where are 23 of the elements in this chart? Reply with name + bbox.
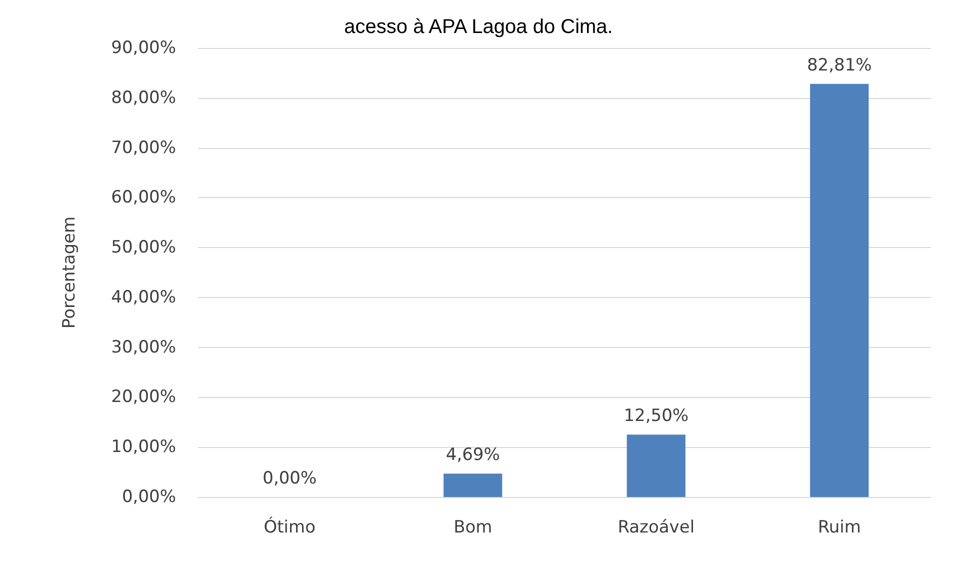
bar [444, 474, 502, 497]
y-tick-label: 20,00% [111, 387, 176, 408]
y-tick-label: 0,00% [122, 487, 176, 507]
data-label: 4,69% [446, 445, 500, 466]
y-tick-label: 10,00% [111, 437, 176, 458]
bar [810, 84, 869, 497]
x-tick-label: Razoável [618, 518, 695, 538]
data-label: 12,50% [624, 406, 689, 426]
y-tick-label: 60,00% [111, 188, 176, 208]
bar [626, 434, 686, 497]
x-tick-label: Bom [454, 518, 492, 538]
data-label: 0,00% [262, 468, 317, 488]
y-tick-label: 80,00% [111, 88, 176, 108]
x-tick-label: Ótimo [264, 516, 316, 538]
chart-title: acesso à APA Lagoa do Cima. [344, 16, 613, 38]
y-tick-label: 40,00% [111, 287, 176, 308]
y-tick-label: 90,00% [111, 38, 176, 58]
y-tick-label: 70,00% [111, 138, 176, 158]
data-label: 82,81% [806, 55, 872, 76]
y-tick-label: 50,00% [111, 238, 176, 258]
y-axis-title: Porcentagem [60, 216, 80, 329]
y-tick-label: 30,00% [111, 337, 176, 358]
x-tick-label: Ruim [818, 518, 861, 538]
